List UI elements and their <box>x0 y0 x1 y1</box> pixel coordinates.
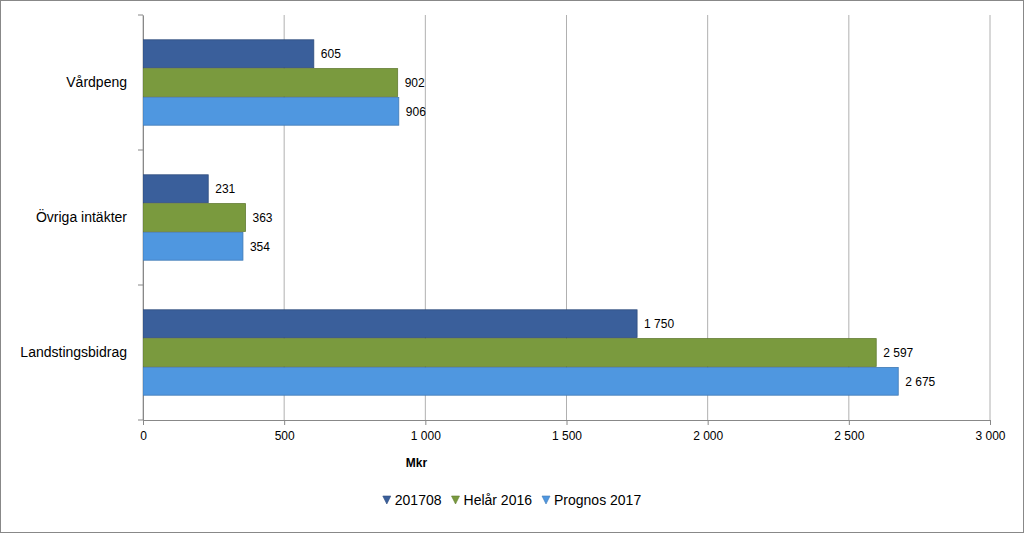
x-tick: 2 000 <box>693 420 723 443</box>
y-tick-label: Vårdpeng <box>66 74 127 90</box>
grid <box>143 15 990 420</box>
y-axis: Vårdpeng Övriga intäkter Landstingsbidrag <box>20 16 143 421</box>
x-axis-line <box>144 421 991 426</box>
bar <box>143 40 314 68</box>
legend-item: 201708 <box>383 492 442 508</box>
legend-label: Helår 2016 <box>464 492 533 508</box>
legend-item: Helår 2016 <box>452 492 533 508</box>
bars <box>143 40 898 395</box>
legend: 201708 Helår 2016 Prognos 2017 <box>383 492 642 508</box>
legend-marker <box>542 496 550 504</box>
chart: 0 500 1 000 1 500 2 000 2 500 3 000 Mkr Vårdpeng… <box>0 0 1024 533</box>
x-tick-mark <box>143 420 144 425</box>
x-axis-title: Mkr <box>406 456 428 470</box>
x-tick-label: 2 000 <box>693 429 723 443</box>
data-label: 2 675 <box>905 375 935 389</box>
bar <box>143 175 208 203</box>
data-label: 363 <box>252 211 272 225</box>
x-tick-label: 2 500 <box>834 429 864 443</box>
x-tick: 1 000 <box>411 420 441 443</box>
bar <box>143 339 876 367</box>
y-separator <box>138 420 143 421</box>
legend-item: Prognos 2017 <box>542 492 641 508</box>
data-label: 605 <box>321 47 341 61</box>
data-label: 2 597 <box>883 346 913 360</box>
data-label: 231 <box>215 182 235 196</box>
y-separator <box>138 15 143 16</box>
y-separator <box>138 150 143 151</box>
bar <box>143 232 243 260</box>
x-tick-label: 3 000 <box>975 429 1005 443</box>
x-tick-label: 500 <box>275 429 295 443</box>
legend-label: Prognos 2017 <box>554 492 641 508</box>
x-tick-label: 1 000 <box>411 429 441 443</box>
x-tick-mark <box>425 420 426 425</box>
x-tick: 0 <box>140 420 147 443</box>
legend-marker <box>452 496 460 504</box>
y-tick: Vårdpeng <box>66 74 143 90</box>
x-tick-mark <box>567 420 568 425</box>
bar <box>143 97 399 125</box>
data-label: 906 <box>406 105 426 119</box>
y-tick: Landstingsbidrag <box>20 344 143 360</box>
y-tick-label: Övriga intäkter <box>36 208 127 225</box>
data-label: 1 750 <box>644 317 674 331</box>
x-tick: 3 000 <box>975 420 1005 443</box>
grid-line <box>990 15 991 420</box>
y-separators <box>138 15 143 420</box>
x-axis: 0 500 1 000 1 500 2 000 2 500 3 000 <box>140 420 1006 443</box>
bar <box>143 310 637 338</box>
x-tick-mark <box>708 420 709 425</box>
data-labels: 605 231 1 750 902 363 2 597 906 354 2 675 <box>215 47 935 389</box>
x-tick-mark <box>849 420 850 425</box>
data-label: 354 <box>250 240 270 254</box>
x-tick-label: 0 <box>140 429 147 443</box>
x-tick: 1 500 <box>552 420 582 443</box>
legend-marker <box>383 496 391 504</box>
y-tick: Övriga intäkter <box>36 208 143 225</box>
x-tick: 2 500 <box>834 420 864 443</box>
x-tick-mark <box>990 420 991 425</box>
bar <box>143 204 245 232</box>
y-separator <box>138 285 143 286</box>
y-tick-label: Landstingsbidrag <box>20 344 127 360</box>
x-tick-mark <box>284 420 285 425</box>
legend-label: 201708 <box>395 492 442 508</box>
x-tick: 500 <box>275 420 295 443</box>
bar <box>143 367 898 395</box>
data-label: 902 <box>405 76 425 90</box>
x-tick-label: 1 500 <box>552 429 582 443</box>
bar <box>143 69 398 97</box>
chart-frame <box>1 1 1024 533</box>
